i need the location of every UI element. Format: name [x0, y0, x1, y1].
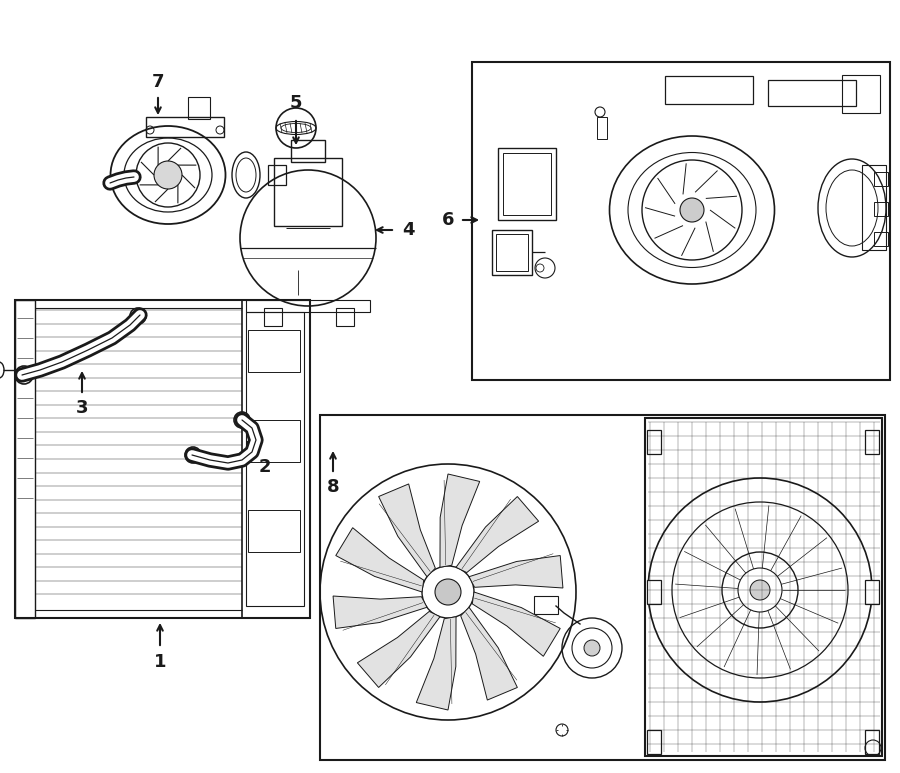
Bar [496, 234, 528, 271]
Circle shape [750, 580, 770, 600]
Bar [246, 312, 304, 606]
Bar [874, 202, 888, 216]
Bar [320, 415, 885, 760]
Bar [874, 232, 888, 246]
Text: 3: 3 [76, 399, 88, 417]
Bar [246, 300, 370, 312]
Bar [248, 510, 300, 552]
Bar [498, 148, 556, 220]
Bar [291, 140, 325, 162]
Text: 5: 5 [290, 94, 302, 112]
Circle shape [680, 198, 704, 222]
Bar [336, 308, 354, 326]
Bar [248, 420, 300, 462]
Bar [15, 300, 35, 618]
Bar [472, 62, 890, 380]
Circle shape [435, 579, 461, 605]
Bar [865, 580, 879, 604]
Polygon shape [357, 611, 440, 687]
Bar [862, 165, 886, 250]
Text: 1: 1 [154, 653, 166, 671]
Bar [647, 430, 661, 454]
Polygon shape [336, 528, 424, 592]
Bar [597, 117, 607, 139]
Bar [665, 76, 753, 104]
Bar [874, 172, 888, 186]
Bar [264, 308, 282, 326]
Polygon shape [417, 617, 456, 710]
Text: 8: 8 [327, 478, 339, 496]
Polygon shape [461, 608, 518, 700]
Bar [274, 158, 342, 226]
Text: 4: 4 [401, 221, 414, 239]
Polygon shape [456, 496, 538, 573]
Text: 6: 6 [442, 211, 454, 229]
Bar [768, 80, 856, 106]
Circle shape [154, 161, 182, 189]
Bar [15, 300, 310, 618]
Polygon shape [333, 596, 427, 628]
Bar [865, 730, 879, 754]
Polygon shape [440, 474, 480, 567]
Circle shape [584, 640, 600, 656]
Text: 7: 7 [152, 73, 164, 91]
Bar [248, 330, 300, 372]
Bar [534, 596, 558, 614]
Bar [645, 418, 882, 756]
Bar [647, 580, 661, 604]
Bar [492, 230, 532, 275]
Bar [842, 75, 880, 113]
Polygon shape [472, 592, 560, 656]
Bar [647, 730, 661, 754]
Bar [503, 153, 551, 215]
Polygon shape [379, 484, 436, 577]
Bar [242, 300, 310, 618]
Bar [268, 165, 286, 185]
Text: 2: 2 [259, 458, 271, 476]
Bar [188, 97, 210, 119]
Polygon shape [469, 556, 562, 588]
Bar [146, 117, 224, 137]
Bar [865, 430, 879, 454]
